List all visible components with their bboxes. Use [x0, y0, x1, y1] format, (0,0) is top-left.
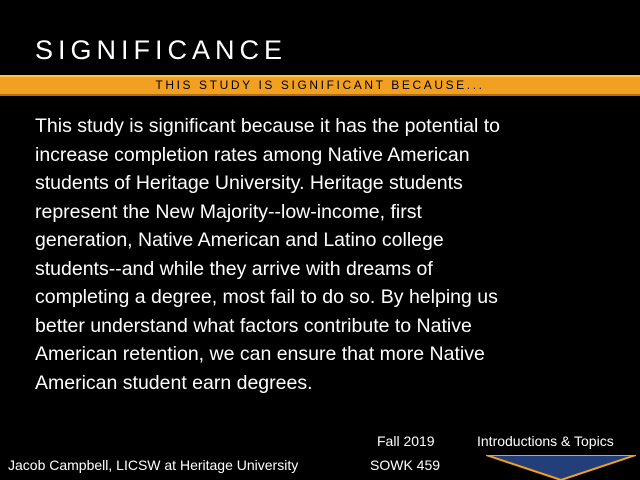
- body-line: increase completion rates among Native A…: [35, 143, 470, 166]
- body-line: students--and while they arrive with dre…: [35, 257, 433, 280]
- footer-term: Fall 2019: [377, 433, 435, 449]
- slide-subtitle: THIS STUDY IS SIGNIFICANT BECAUSE...: [155, 78, 485, 92]
- body-line: This study is significant because it has…: [35, 115, 501, 137]
- body-line: completing a degree, most fail to do so.…: [35, 286, 498, 308]
- body-paragraph: This study is significant because it has…: [35, 112, 625, 397]
- footer-section-title: Introductions & Topics: [477, 433, 614, 449]
- footer-author: Jacob Campbell, LICSW at Heritage Univer…: [8, 457, 299, 473]
- body-line: students of Heritage University. Heritag…: [35, 172, 463, 194]
- body-line: American student earn degrees.: [35, 371, 313, 394]
- footer-course: SOWK 459: [370, 457, 441, 473]
- body-line: represent the New Majority--low-income, …: [35, 200, 422, 223]
- chevron-down-icon: [486, 455, 636, 480]
- slide-title: SIGNIFICANCE: [35, 35, 288, 65]
- subtitle-band: THIS STUDY IS SIGNIFICANT BECAUSE...: [0, 75, 640, 96]
- body-line: better understand what factors contribut…: [35, 314, 472, 337]
- body-line: American retention, we can ensure that m…: [35, 343, 485, 365]
- body-line: generation, Native American and Latino c…: [35, 229, 444, 251]
